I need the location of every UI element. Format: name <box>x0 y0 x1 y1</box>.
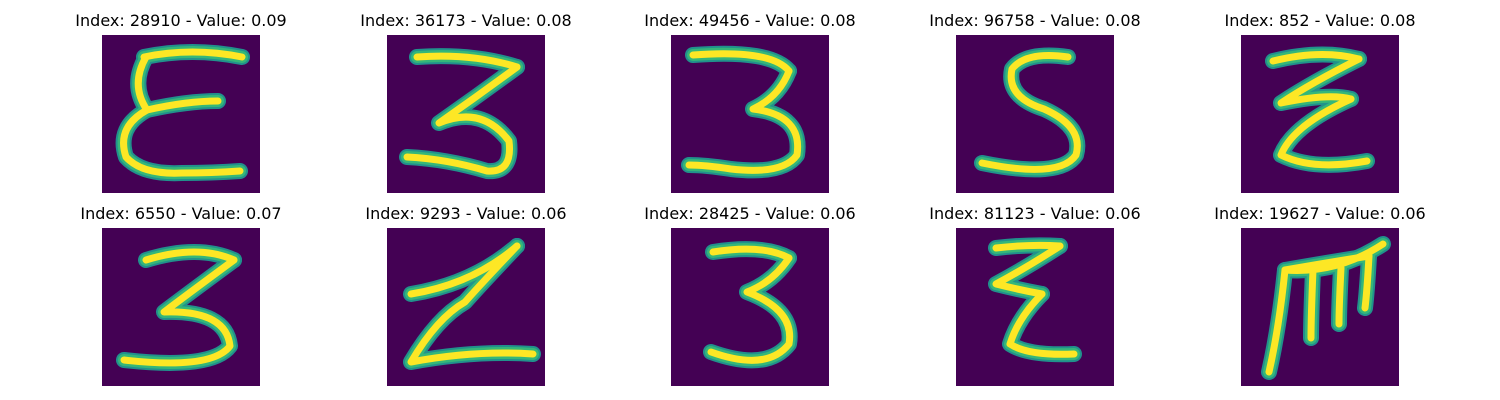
panel-title: Index: 19627 - Value: 0.06 <box>1214 204 1426 223</box>
digit-image-canvas <box>387 228 545 386</box>
glyph-stroke <box>992 241 1064 252</box>
glyph-stroke <box>978 52 1081 173</box>
panel-title: Index: 28425 - Value: 0.06 <box>644 204 856 223</box>
glyph-stroke <box>120 106 244 177</box>
panel-title: Index: 9293 - Value: 0.06 <box>365 204 567 223</box>
glyph-stroke <box>1281 240 1387 274</box>
glyph-stroke <box>403 63 521 175</box>
glyph-stroke <box>413 52 521 71</box>
glyph-stroke <box>407 242 537 366</box>
panel-title: Index: 28910 - Value: 0.09 <box>75 11 287 30</box>
glyph-stroke <box>120 256 238 367</box>
digit-image <box>102 35 260 193</box>
digit-image <box>387 228 545 386</box>
digit-image-canvas <box>956 228 1114 386</box>
digit-image-canvas <box>671 228 829 386</box>
panel-title: Index: 6550 - Value: 0.07 <box>80 204 282 223</box>
digit-image <box>956 228 1114 386</box>
glyph-stroke <box>689 50 793 75</box>
glyph-stroke <box>1335 264 1345 328</box>
digit-image-canvas <box>1241 35 1399 193</box>
digit-image-canvas <box>102 228 260 386</box>
glyph-stroke <box>140 48 246 61</box>
digit-image-canvas <box>387 35 545 193</box>
digit-image <box>671 35 829 193</box>
glyph-stroke <box>1277 95 1371 169</box>
glyph-stroke <box>1006 290 1078 358</box>
digit-image-canvas <box>1241 228 1399 386</box>
digit-image <box>1241 228 1399 386</box>
panel-title: Index: 852 - Value: 0.08 <box>1224 11 1416 30</box>
glyph-stroke <box>709 245 793 262</box>
glyph-stroke <box>992 242 1064 298</box>
digit-image-canvas <box>956 35 1114 193</box>
digit-image-canvas <box>102 35 260 193</box>
digit-image <box>102 228 260 386</box>
digit-image <box>956 35 1114 193</box>
glyph-stroke <box>1361 252 1373 312</box>
glyph-stroke <box>1277 55 1363 107</box>
digit-image <box>671 228 829 386</box>
glyph-stroke <box>1307 266 1317 342</box>
glyph-stroke <box>142 248 238 264</box>
glyph-stroke <box>1269 51 1363 65</box>
panel-title: Index: 96758 - Value: 0.08 <box>929 11 1141 30</box>
digit-image <box>1241 35 1399 193</box>
glyph-stroke <box>707 254 794 364</box>
panel-title: Index: 49456 - Value: 0.08 <box>644 11 856 30</box>
digit-image-canvas <box>671 35 829 193</box>
panel-title: Index: 81123 - Value: 0.06 <box>929 204 1141 223</box>
glyph-stroke <box>685 67 802 174</box>
digit-image <box>387 35 545 193</box>
panel-title: Index: 36173 - Value: 0.08 <box>360 11 572 30</box>
